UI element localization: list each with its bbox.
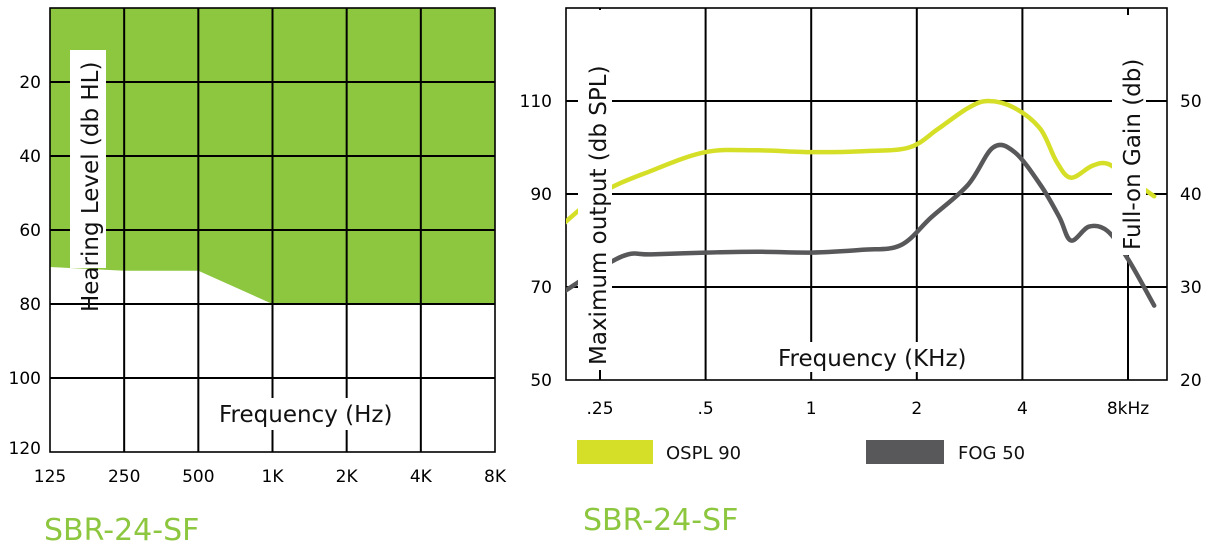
audiogram-chart: 20 40 60 80 100 120 125 250 500 1K 2K 4K 8K Hearing… bbox=[9, 7, 507, 546]
audiogram-y-tick-label: 120 bbox=[9, 439, 41, 459]
output-x-tick-label: 1 bbox=[806, 399, 817, 419]
audiogram-frame bbox=[49, 7, 496, 453]
audiogram-x-tick-label: 4K bbox=[410, 467, 433, 487]
audiogram-x-tick-label: 2K bbox=[336, 467, 359, 487]
output-gain-chart: 50 70 90 110 20 30 40 50 .25 .5 1 2 4 8kHz Maximum … bbox=[520, 7, 1202, 538]
output-xlabel-backdrop bbox=[774, 342, 972, 372]
legend-swatch-ospl-90 bbox=[577, 440, 653, 464]
legend-swatch-fog-50 bbox=[866, 440, 944, 464]
output-left-y-tick-label: 110 bbox=[520, 92, 552, 112]
output-left-y-tick-label: 70 bbox=[530, 278, 552, 298]
output-left-y-tick-label: 50 bbox=[530, 371, 552, 391]
output-x-tick-label: 2 bbox=[911, 399, 922, 419]
output-x-tick-labels: .25 .5 1 2 4 8kHz bbox=[586, 399, 1149, 419]
output-x-tick-label: .5 bbox=[697, 399, 713, 419]
audiogram-y-tick-label: 80 bbox=[19, 295, 41, 315]
output-right-y-tick-label: 30 bbox=[1180, 278, 1202, 298]
output-left-y-tick-labels: 50 70 90 110 bbox=[520, 92, 552, 391]
audiogram-grid bbox=[50, 8, 495, 452]
audiogram-y-tick-labels: 20 40 60 80 100 120 bbox=[9, 73, 41, 459]
audiogram-y-axis-title: Hearing Level (db HL) bbox=[78, 62, 104, 312]
audiogram-x-tick-label: 125 bbox=[34, 467, 66, 487]
audiogram-y-tick-label: 20 bbox=[19, 73, 41, 93]
output-x-tick-label: .25 bbox=[586, 399, 613, 419]
audiogram-x-tick-label: 8K bbox=[484, 467, 507, 487]
audiogram-ylabel-backdrop bbox=[70, 50, 106, 268]
output-x-axis-title: Frequency (KHz) bbox=[778, 346, 967, 372]
audiogram-model-label: SBR-24-SF bbox=[44, 513, 199, 546]
audiogram-y-tick-label: 60 bbox=[19, 221, 41, 241]
output-right-ylabel-backdrop bbox=[1112, 15, 1146, 255]
output-model-label: SBR-24-SF bbox=[583, 503, 738, 538]
legend-label-ospl-90: OSPL 90 bbox=[666, 443, 741, 464]
series-line-fog-50 bbox=[566, 142, 1157, 308]
output-left-y-tick-label: 90 bbox=[530, 185, 552, 205]
audiogram-x-tick-label: 250 bbox=[108, 467, 140, 487]
legend-label-fog-50: FOG 50 bbox=[958, 443, 1025, 464]
audiogram-x-tick-label: 500 bbox=[182, 467, 214, 487]
audiogram-x-tick-labels: 125 250 500 1K 2K 4K 8K bbox=[34, 467, 507, 487]
output-right-y-axis-title: Full-on Gain (db) bbox=[1120, 59, 1146, 250]
output-x-tick-label: 8kHz bbox=[1107, 399, 1149, 419]
output-frame bbox=[565, 7, 1168, 381]
audiogram-y-tick-label: 40 bbox=[19, 147, 41, 167]
audiogram-x-axis-title: Frequency (Hz) bbox=[219, 402, 392, 428]
output-right-y-tick-labels: 20 30 40 50 bbox=[1180, 92, 1202, 391]
audiogram-xlabel-backdrop bbox=[212, 398, 418, 430]
series-line-ospl-90 bbox=[566, 98, 1157, 225]
output-x-tick-label: 4 bbox=[1017, 399, 1028, 419]
output-right-y-tick-label: 40 bbox=[1180, 185, 1202, 205]
audiogram-x-tick-label: 1K bbox=[262, 467, 285, 487]
output-right-y-tick-label: 50 bbox=[1180, 92, 1202, 112]
output-right-y-tick-label: 20 bbox=[1180, 371, 1202, 391]
output-grid bbox=[566, 8, 1167, 380]
output-left-ylabel-backdrop bbox=[578, 10, 612, 370]
output-left-y-axis-title: Maximum output (db SPL) bbox=[586, 65, 612, 365]
audiogram-y-tick-label: 100 bbox=[9, 369, 41, 389]
